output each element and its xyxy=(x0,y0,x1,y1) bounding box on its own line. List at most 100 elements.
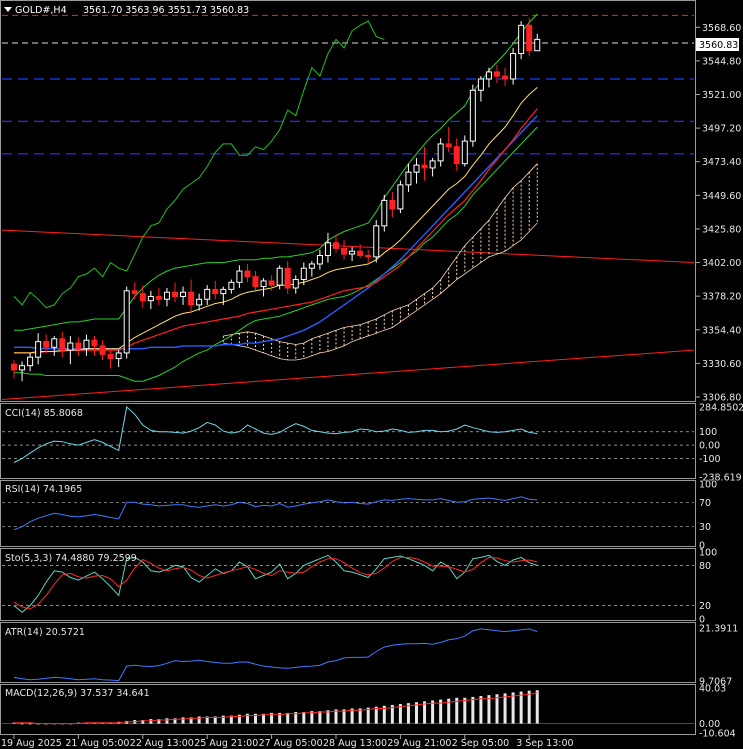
indicator-axis-label: 70 xyxy=(699,498,711,509)
candle-body xyxy=(139,293,146,302)
macd-histogram-bar xyxy=(398,704,402,724)
macd-signal-line xyxy=(14,692,538,725)
cci-title: CCI(14) 85.8068 xyxy=(5,408,83,419)
macd-panel[interactable] xyxy=(2,690,694,725)
fast-ma-line xyxy=(14,108,538,354)
macd-histogram-bar xyxy=(205,716,209,724)
candle-body xyxy=(365,254,372,258)
candle-body xyxy=(413,164,420,173)
candle-body xyxy=(316,254,323,265)
macd-histogram-bar xyxy=(254,713,257,724)
atr-panel[interactable] xyxy=(13,628,538,682)
candle-body xyxy=(397,184,404,210)
rsi-panel[interactable] xyxy=(2,496,694,531)
candle-body xyxy=(83,339,90,350)
candle-body xyxy=(19,365,26,371)
indicator-axis-label: 0 xyxy=(699,615,705,626)
price-axis-label: 3402.00 xyxy=(702,258,741,269)
cci-line xyxy=(13,406,538,463)
indicator-axis-label: 284.8502 xyxy=(699,403,743,414)
candle-body xyxy=(11,363,17,371)
macd-histogram-bar xyxy=(455,697,459,724)
price-axis-label: 3378.20 xyxy=(702,292,741,303)
candle-body xyxy=(196,298,203,306)
price-axis-label: 3425.80 xyxy=(702,224,741,235)
macd-histogram-bar xyxy=(221,715,225,724)
candle-body xyxy=(107,353,114,360)
macd-histogram-bar xyxy=(406,703,410,724)
time-axis-label: 21 Aug 05:00 xyxy=(65,738,129,749)
indicator-axis-label: 40.03 xyxy=(699,684,726,695)
candle-body xyxy=(510,53,517,80)
symbol-dropdown-icon[interactable] xyxy=(4,7,12,12)
macd-histogram-bar xyxy=(310,711,314,724)
stochastic-panel[interactable] xyxy=(2,554,694,613)
envelope-lower-line xyxy=(14,126,538,382)
candle-body xyxy=(155,295,162,300)
macd-histogram-bar xyxy=(245,713,249,724)
candle-body xyxy=(91,339,98,347)
macd-histogram-bar xyxy=(28,723,32,725)
indicator-axis-label: 100 xyxy=(699,480,717,491)
rsi-panel-border xyxy=(0,480,696,547)
macd-histogram-bar xyxy=(286,712,290,724)
candle-body xyxy=(131,290,138,295)
axes: 3568.60 3544.80 3521.00 3497.20 3473.40 3449.… xyxy=(1,23,743,749)
macd-histogram-bar xyxy=(197,716,201,724)
time-axis-label: 25 Aug 21:00 xyxy=(194,738,258,749)
candle-body xyxy=(381,199,388,227)
candle-body xyxy=(292,279,299,289)
candle-body xyxy=(188,291,195,306)
cci-panel[interactable] xyxy=(2,406,694,463)
candle-body xyxy=(27,356,34,367)
main-price-panel[interactable] xyxy=(1,13,695,401)
candle-body xyxy=(341,247,348,255)
macd-histogram-bar xyxy=(302,712,306,724)
macd-histogram-bar xyxy=(495,694,499,724)
candle-body xyxy=(502,75,509,80)
current-price-label: 3560.83 xyxy=(699,40,738,51)
rsi-line xyxy=(13,496,538,531)
symbol-header: GOLD#,H4 xyxy=(15,5,67,16)
macd-histogram-bar xyxy=(326,710,330,724)
candle-body xyxy=(437,143,444,162)
price-axis-label: 3354.40 xyxy=(702,325,741,336)
macd-histogram-bar xyxy=(358,708,362,724)
macd-histogram-bar xyxy=(350,708,354,724)
time-axis-label: 22 Aug 13:00 xyxy=(130,738,194,749)
candle-body xyxy=(284,267,291,289)
candle-body xyxy=(485,71,492,80)
candle-body xyxy=(300,267,307,281)
macd-histogram-bar xyxy=(20,723,24,725)
candle-body xyxy=(35,341,42,358)
macd-histogram-bar xyxy=(423,701,427,724)
ohlc-readout: 3561.70 3563.96 3551.73 3560.83 xyxy=(83,5,249,16)
macd-histogram-bar xyxy=(342,709,346,724)
envelope-upper-line xyxy=(14,13,538,331)
candle-body xyxy=(333,242,339,249)
macd-histogram-bar xyxy=(189,717,193,724)
macd-histogram-bar xyxy=(141,720,145,724)
indicator-axis-label: 30 xyxy=(699,522,711,533)
price-axis-label: 3544.80 xyxy=(702,56,741,67)
candle-body xyxy=(204,288,211,300)
macd-histogram-bar xyxy=(487,695,491,724)
indicator-axis-label: 80 xyxy=(699,561,711,572)
candle-body xyxy=(260,280,267,288)
price-axis-label: 3473.40 xyxy=(702,157,741,168)
stoch-signal-line xyxy=(13,556,538,610)
indicator-axis-label: -10.604 xyxy=(699,729,736,740)
macd-histogram-bar xyxy=(390,704,394,724)
macd-histogram-bar xyxy=(173,718,177,724)
time-axis-label: 29 Aug 21:00 xyxy=(387,738,451,749)
macd-histogram-bar xyxy=(431,700,435,724)
macd-histogram-bar xyxy=(318,711,322,724)
macd-histogram-bar xyxy=(366,707,370,724)
candle-body xyxy=(276,267,283,286)
macd-histogram-bar xyxy=(229,715,233,724)
macd-histogram-bar xyxy=(294,712,298,724)
macd-title: MACD(12,26,9) 37.537 34.641 xyxy=(5,688,150,699)
indicator-axis-label: 20 xyxy=(699,601,711,612)
price-axis-label: 3449.60 xyxy=(702,191,741,202)
